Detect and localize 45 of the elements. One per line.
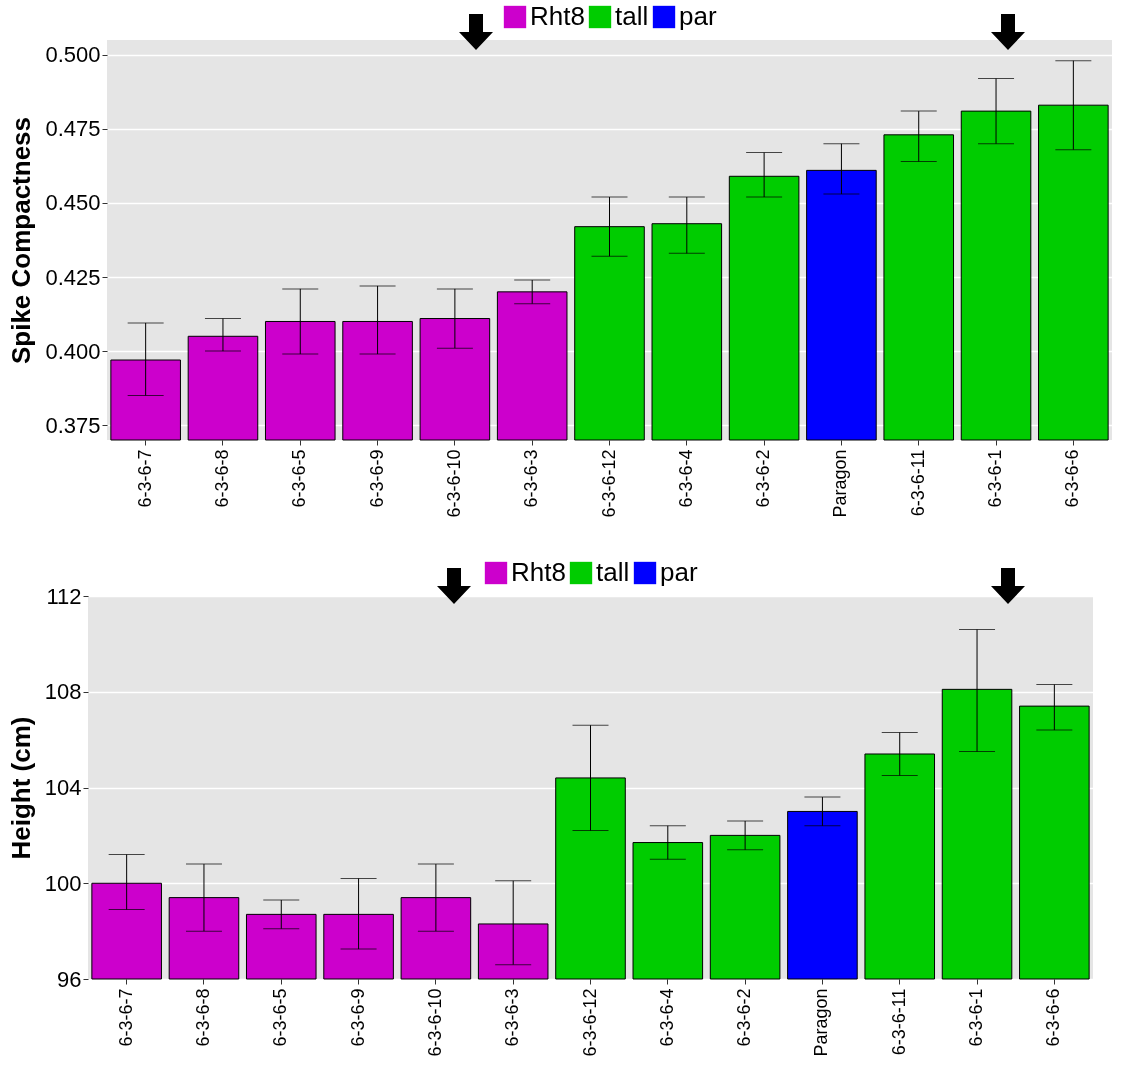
x-tick-label: 6-3-6-1 xyxy=(966,988,987,1047)
y-tick-label: 0.475 xyxy=(45,116,101,142)
legend-label: tall xyxy=(596,557,630,587)
x-tick-label: 6-3-6-11 xyxy=(907,449,928,517)
y-axis-title: Spike Compactness xyxy=(6,116,37,365)
x-tick-label: 6-3-6-6 xyxy=(1043,988,1064,1047)
x-tick-label: Paragon xyxy=(811,988,832,1057)
x-tick-label: 6-3-6-7 xyxy=(134,449,155,508)
x-tick-label: 6-3-6-3 xyxy=(521,449,542,508)
legend-label: par xyxy=(679,1,717,31)
y-tick-label: 104 xyxy=(44,775,82,800)
y-tick-label: 0.375 xyxy=(45,412,101,438)
x-tick-label: Paragon xyxy=(830,449,851,518)
y-tick-label: 0.400 xyxy=(45,338,101,364)
legend-label: tall xyxy=(615,1,649,31)
x-tick-label: 6-3-6-9 xyxy=(366,449,387,508)
y-tick-label: 0.450 xyxy=(45,190,101,216)
y-tick-label: 108 xyxy=(44,679,82,705)
x-tick-label: 6-3-6-7 xyxy=(115,988,136,1047)
y-tick-label: 0.500 xyxy=(45,42,101,68)
y-axis-title: Height (cm) xyxy=(5,716,36,860)
x-tick-label: 6-3-6-1 xyxy=(985,449,1006,508)
x-tick-label: 6-3-6-11 xyxy=(888,988,909,1056)
x-tick-label: 6-3-6-12 xyxy=(598,449,619,518)
x-tick-label: 6-3-6-12 xyxy=(579,988,600,1057)
x-tick-label: 6-3-6-2 xyxy=(734,988,755,1047)
x-tick-label: 6-3-6-10 xyxy=(424,988,445,1057)
y-tick-label: 0.425 xyxy=(45,264,101,290)
x-tick-label: 6-3-6-3 xyxy=(502,988,523,1047)
x-tick-label: 6-3-6-8 xyxy=(192,988,213,1047)
y-tick-label: 100 xyxy=(44,870,82,896)
x-tick-label: 6-3-6-4 xyxy=(656,988,677,1047)
x-tick-label: 6-3-6-4 xyxy=(675,449,696,508)
x-tick-label: 6-3-6-5 xyxy=(289,449,310,508)
x-tick-label: 6-3-6-10 xyxy=(443,449,464,518)
legend-label: par xyxy=(660,557,698,587)
y-tick-label: 96 xyxy=(57,966,82,992)
x-tick-label: 6-3-6-2 xyxy=(753,449,774,508)
legend-label: Rht8 xyxy=(530,1,585,31)
x-tick-label: 6-3-6-8 xyxy=(211,449,232,508)
x-tick-label: 6-3-6-6 xyxy=(1062,449,1083,508)
x-tick-label: 6-3-6-5 xyxy=(270,988,291,1047)
legend-label: Rht8 xyxy=(511,557,566,587)
y-tick-label: 112 xyxy=(46,583,82,609)
x-tick-label: 6-3-6-9 xyxy=(347,988,368,1047)
